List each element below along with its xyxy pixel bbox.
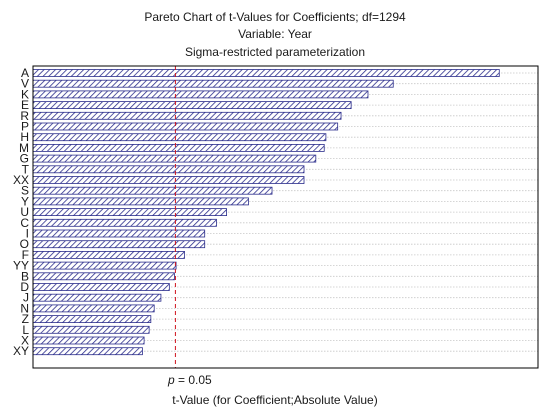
bar-y (32, 197, 249, 206)
category-label: K (21, 87, 29, 101)
category-label: C (20, 216, 29, 230)
bar-s (32, 186, 273, 195)
bar-x (32, 336, 145, 345)
bar-l (32, 325, 150, 334)
x-axis-title: t-Value (for Coefficient;Absolute Value) (172, 393, 378, 407)
category-label: S (21, 184, 29, 198)
bar-i (32, 229, 206, 238)
category-label: Y (21, 194, 29, 208)
bar-j (32, 293, 162, 302)
category-label: D (20, 280, 29, 294)
chart-title: Pareto Chart of t-Values for Coefficient… (144, 10, 406, 24)
plot-frame (32, 65, 539, 369)
bars (32, 69, 500, 356)
bar-f (32, 250, 185, 259)
category-label: V (21, 77, 29, 91)
category-label: H (20, 130, 29, 144)
category-label: XX (13, 173, 29, 187)
bar-b (32, 272, 175, 281)
category-label: F (22, 248, 29, 262)
bar-r (32, 111, 342, 120)
bar-yy (32, 261, 177, 270)
category-label: J (23, 291, 29, 305)
bar-k (32, 90, 369, 99)
bar-d (32, 283, 170, 291)
bar-e (32, 101, 352, 109)
category-label: B (21, 269, 29, 283)
chart-subtitle: Variable: Year (238, 27, 312, 41)
category-label: U (20, 205, 29, 219)
bar-xx (32, 176, 305, 184)
category-label: X (21, 334, 29, 348)
category-label: G (20, 152, 29, 166)
bar-xy (32, 347, 143, 356)
category-label: L (22, 323, 29, 337)
bar-h (32, 133, 327, 142)
bar-p (32, 122, 339, 131)
threshold-label: p = 0.05 (168, 373, 212, 387)
category-label: YY (13, 259, 29, 273)
chart-subtitle-2: Sigma-restricted parameterization (184, 45, 366, 59)
category-label: T (22, 162, 30, 176)
bar-z (32, 315, 152, 324)
bar-a (32, 69, 500, 77)
category-label: M (19, 141, 29, 155)
bar-n (32, 304, 155, 313)
bar-c (32, 218, 217, 227)
category-label: E (21, 98, 29, 112)
bar-o (32, 240, 206, 249)
category-label: N (20, 301, 29, 315)
category-label: R (20, 109, 29, 123)
category-label: A (21, 66, 29, 80)
category-label: P (21, 120, 29, 134)
bar-u (32, 208, 227, 217)
category-label: Z (22, 312, 29, 326)
category-label: XY (13, 344, 29, 358)
bar-m (32, 143, 325, 152)
bar-v (32, 79, 394, 88)
category-label: O (20, 237, 29, 251)
category-label: I (26, 227, 29, 241)
bar-g (32, 154, 317, 163)
bar-t (32, 165, 305, 174)
